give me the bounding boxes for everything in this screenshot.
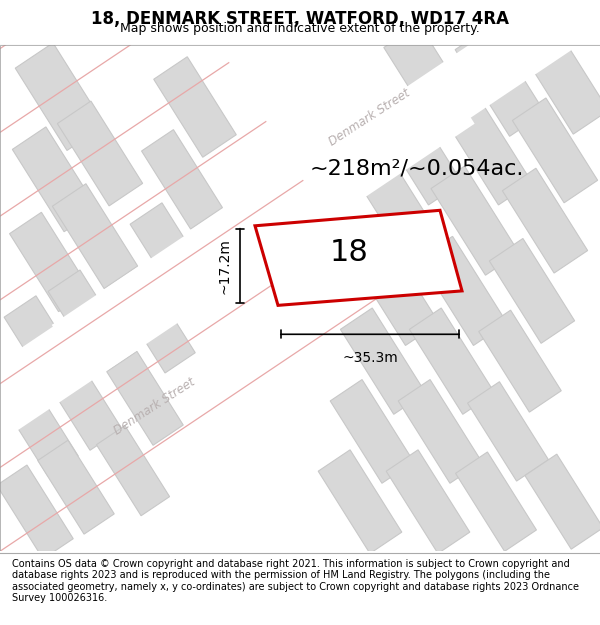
Text: ~218m²/~0.054ac.: ~218m²/~0.054ac. [310,159,524,179]
Polygon shape [10,213,91,312]
Text: 18: 18 [329,238,368,268]
Polygon shape [455,26,545,136]
Polygon shape [512,98,598,202]
Polygon shape [52,184,137,289]
Text: Denmark Street: Denmark Street [327,86,413,148]
Polygon shape [0,465,73,559]
Polygon shape [386,450,470,554]
Polygon shape [154,57,236,158]
Polygon shape [4,296,84,393]
Text: 18, DENMARK STREET, WATFORD, WD17 4RA: 18, DENMARK STREET, WATFORD, WD17 4RA [91,10,509,28]
Polygon shape [38,440,114,534]
Polygon shape [330,379,414,483]
Polygon shape [52,0,600,377]
Polygon shape [255,210,462,306]
Polygon shape [444,96,532,205]
Polygon shape [340,308,425,414]
Polygon shape [2,382,78,476]
Polygon shape [362,166,450,275]
Polygon shape [107,351,183,445]
Polygon shape [130,203,210,301]
Polygon shape [351,236,439,346]
Polygon shape [142,129,223,229]
Text: ~17.2m: ~17.2m [218,238,232,294]
Polygon shape [398,379,482,483]
Text: Contains OS data © Crown copyright and database right 2021. This information is : Contains OS data © Crown copyright and d… [12,559,579,603]
Polygon shape [15,43,105,151]
Text: Map shows position and indicative extent of the property.: Map shows position and indicative extent… [120,22,480,35]
Polygon shape [374,96,462,205]
Polygon shape [58,101,143,206]
Polygon shape [384,24,476,139]
Polygon shape [42,352,122,450]
Polygon shape [13,127,98,232]
Polygon shape [0,68,475,529]
Polygon shape [119,279,195,373]
Polygon shape [521,28,600,134]
Polygon shape [467,382,548,481]
Polygon shape [479,310,561,412]
Polygon shape [525,454,600,549]
Polygon shape [419,236,507,346]
Text: ~35.3m: ~35.3m [342,351,398,365]
Polygon shape [490,239,575,343]
Polygon shape [455,452,536,551]
Polygon shape [48,270,128,368]
Polygon shape [318,450,402,554]
Polygon shape [409,308,494,414]
Polygon shape [97,426,170,516]
Polygon shape [502,168,587,273]
Text: Denmark Street: Denmark Street [112,376,198,438]
Polygon shape [431,166,519,275]
